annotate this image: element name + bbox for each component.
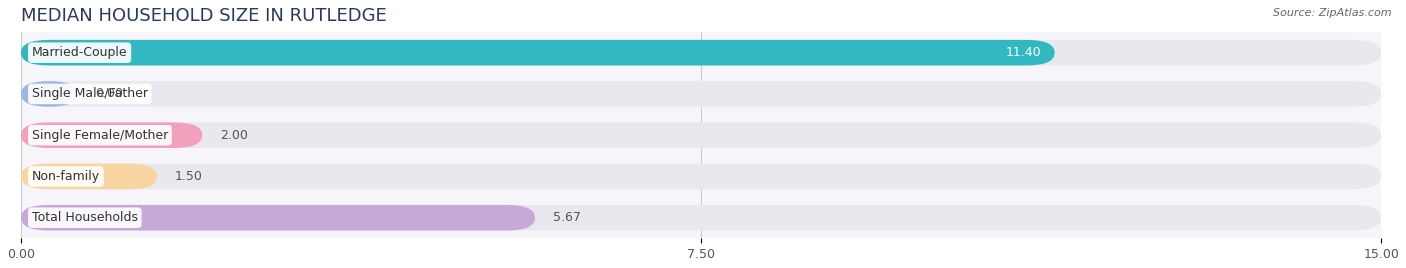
FancyBboxPatch shape <box>21 40 1381 65</box>
Text: 0.00: 0.00 <box>96 87 124 100</box>
Text: Non-family: Non-family <box>32 170 100 183</box>
FancyBboxPatch shape <box>21 122 202 148</box>
FancyBboxPatch shape <box>21 32 1381 73</box>
Text: Total Households: Total Households <box>32 211 138 224</box>
Text: Married-Couple: Married-Couple <box>32 46 128 59</box>
FancyBboxPatch shape <box>21 197 1381 238</box>
FancyBboxPatch shape <box>21 114 1381 156</box>
Text: 5.67: 5.67 <box>553 211 581 224</box>
FancyBboxPatch shape <box>21 205 1381 230</box>
Text: Single Male/Father: Single Male/Father <box>32 87 148 100</box>
Text: MEDIAN HOUSEHOLD SIZE IN RUTLEDGE: MEDIAN HOUSEHOLD SIZE IN RUTLEDGE <box>21 7 387 25</box>
FancyBboxPatch shape <box>21 40 1054 65</box>
FancyBboxPatch shape <box>21 205 536 230</box>
Text: Source: ZipAtlas.com: Source: ZipAtlas.com <box>1274 8 1392 18</box>
FancyBboxPatch shape <box>21 156 1381 197</box>
FancyBboxPatch shape <box>21 81 77 107</box>
FancyBboxPatch shape <box>21 73 1381 114</box>
Text: 11.40: 11.40 <box>1005 46 1040 59</box>
Text: Single Female/Mother: Single Female/Mother <box>32 129 169 142</box>
FancyBboxPatch shape <box>21 164 157 189</box>
FancyBboxPatch shape <box>21 81 1381 107</box>
Text: 2.00: 2.00 <box>221 129 249 142</box>
Text: 1.50: 1.50 <box>176 170 202 183</box>
FancyBboxPatch shape <box>21 122 1381 148</box>
FancyBboxPatch shape <box>21 164 1381 189</box>
